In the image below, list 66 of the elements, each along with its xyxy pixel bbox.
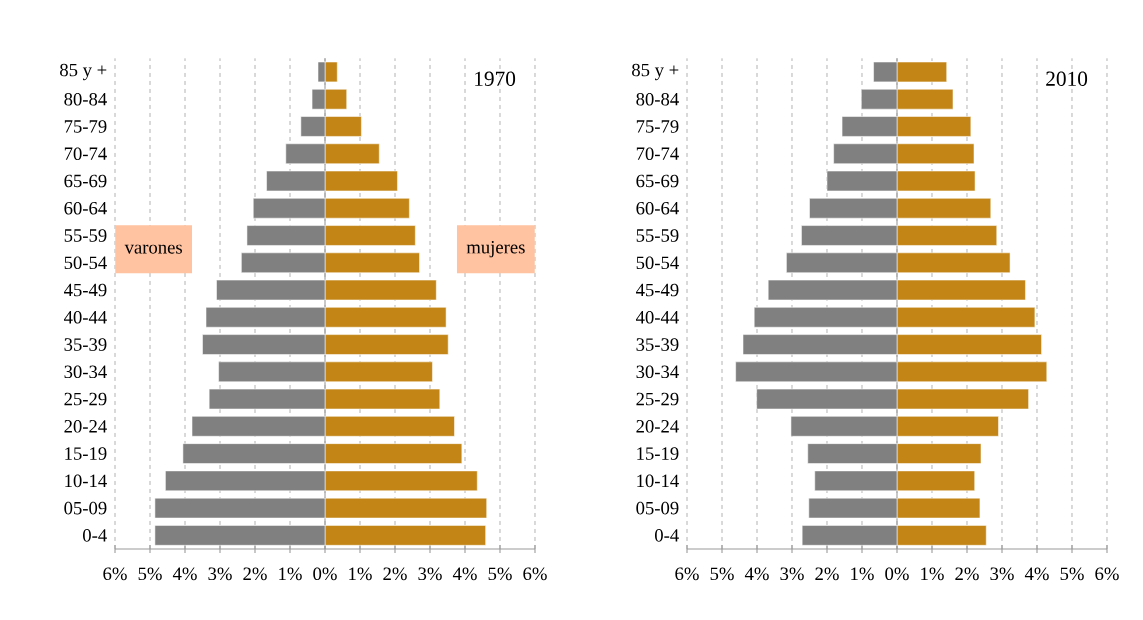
x-tick-label: 4% [744,567,769,581]
x-tick-label: 0% [885,567,909,581]
x-tick-label: 6% [103,567,127,581]
y-tick-label: 60-64 [636,201,679,215]
y-tick-label: 0-4 [655,529,679,542]
y-tick-label: 70-74 [636,147,679,161]
y-tick-label: 25-29 [64,392,107,406]
y-tick-label: 05-09 [64,501,107,515]
y-tick-label: 35-39 [636,338,679,351]
y-tick-label: 30-34 [636,365,679,379]
y-tick-label: 65-69 [64,174,107,188]
x-tick-label: 4% [1024,567,1049,581]
x-tick-label: 4% [452,567,477,581]
x-tick-label: 3% [990,567,1014,581]
x-tick-label: 1% [851,567,874,581]
x-tick-label: 3% [780,567,804,581]
x-tick-label: 6% [1095,567,1119,581]
text: varones [124,244,182,254]
x-tick-label: 5% [488,567,512,581]
y-tick-label: 0-4 [83,529,107,542]
x-tick-label: 0% [313,567,337,581]
y-tick-label: 35-39 [64,338,107,351]
x-tick-label: 4% [172,567,197,581]
x-tick-label: 2% [243,567,267,581]
x-tick-label: 1% [349,567,372,581]
y-tick-label: 10-14 [65,474,107,488]
y-tick-label: 55-59 [64,229,107,242]
x-tick-label: 6% [675,567,699,581]
y-tick-label: 55-59 [636,229,679,242]
y-tick-label: 45-49 [63,283,107,297]
y-tick-label: 20-24 [636,420,679,433]
y-tick-label: 50-54 [64,256,107,270]
y-tick-label: 70-74 [64,147,107,161]
x-tick-label: 1% [279,567,302,581]
y-tick-label: 45-49 [635,283,679,297]
y-tick-label: 30-34 [64,365,107,379]
x-tick-label: 2% [955,567,979,581]
y-tick-label: 25-29 [636,392,679,406]
x-tick-label: 1% [921,567,944,581]
chart-title: 1970 [475,71,516,86]
x-tick-label: 5% [710,567,734,581]
y-tick-label: 80-84 [636,92,679,106]
y-tick-label: 85 y + [60,63,107,81]
chart-title: 2010 [1046,71,1088,86]
y-tick-label: 20-24 [64,420,107,433]
x-tick-label: 5% [138,567,162,581]
y-tick-label: 40-44 [635,310,679,324]
y-tick-label: 80-84 [64,92,107,106]
x-tick-label: 3% [208,567,232,581]
x-tick-label: 2% [815,567,839,581]
x-tick-label: 2% [383,567,407,581]
y-tick-label: 75-79 [636,120,679,133]
x-tick-label: 6% [523,567,547,581]
y-tick-label: 65-69 [636,174,679,188]
y-tick-label: 85 y + [632,63,679,81]
x-tick-label: 3% [418,567,442,581]
y-tick-label: 05-09 [636,501,679,515]
y-tick-label: 60-64 [64,201,107,215]
y-tick-label: 10-14 [637,474,679,488]
text: mujeres [466,240,525,258]
x-tick-label: 5% [1060,567,1084,581]
y-tick-label: 75-79 [64,120,107,133]
y-tick-label: 50-54 [636,256,679,270]
y-tick-label: 40-44 [63,310,107,324]
y-tick-label: 15-19 [637,447,679,460]
y-tick-label: 15-19 [65,447,107,460]
